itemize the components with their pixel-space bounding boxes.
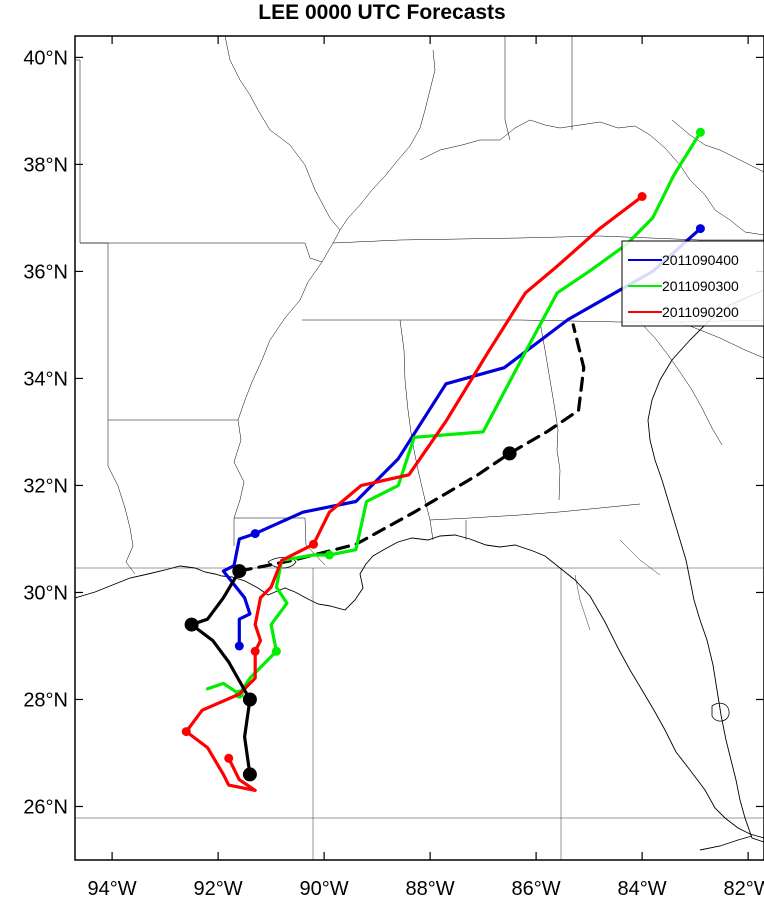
y-tick-label: 40°N xyxy=(23,47,68,69)
forecast-track-2011090200-marker xyxy=(309,539,318,549)
observed-track-dashed-marker xyxy=(502,446,517,461)
atlantic-coastline xyxy=(647,289,764,843)
forecast-track-2011090300-marker xyxy=(324,550,334,560)
y-tick-label: 34°N xyxy=(23,368,68,390)
gulf-coastline xyxy=(75,534,764,839)
x-tick-label: 90°W xyxy=(300,878,349,900)
forecast-track-2011090300-marker xyxy=(271,646,281,656)
forecast-track-2011090400-marker xyxy=(695,224,705,234)
lake-okeechobee xyxy=(711,702,730,722)
forecast-track-2011090200-marker xyxy=(224,753,234,763)
lake-pontchartrain xyxy=(267,557,297,569)
y-tick-label: 30°N xyxy=(23,582,68,604)
forecast-track-2011090400 xyxy=(221,227,702,648)
observed-track-marker xyxy=(242,692,257,707)
x-tick-label: 94°W xyxy=(88,878,137,900)
forecast-track-2011090400-marker xyxy=(234,641,244,651)
map-base xyxy=(75,36,764,860)
florida-keys xyxy=(699,835,753,851)
forecast-track-2011090200-marker xyxy=(637,192,647,201)
y-tick-label: 36°N xyxy=(23,261,68,283)
axis-ticks: 94°W 92°W 90°W 88°W 86°W 84°W 82°W 26°N 28°N 30°N… xyxy=(23,36,764,900)
y-tick-label: 38°N xyxy=(23,154,68,176)
forecast-tracks xyxy=(181,127,705,792)
y-tick-label: 28°N xyxy=(23,689,68,711)
observed-track-marker xyxy=(232,564,247,579)
observed-track-marker xyxy=(242,767,257,782)
x-tick-label: 82°W xyxy=(724,878,764,900)
legend-label: 2011090200 xyxy=(662,304,739,320)
y-tick-label: 32°N xyxy=(23,475,68,497)
plot-frame xyxy=(74,35,764,861)
forecast-track-2011090400-marker xyxy=(250,529,260,539)
forecast-track-2011090300-marker xyxy=(695,127,705,137)
observed-track-marker xyxy=(184,617,199,632)
legend: 2011090400 2011090300 2011090200 xyxy=(621,240,764,327)
forecast-track-2011090200-marker xyxy=(250,646,260,656)
x-tick-label: 84°W xyxy=(618,878,667,900)
forecast-track-2011090200-marker xyxy=(181,727,191,737)
legend-label: 2011090300 xyxy=(662,278,739,294)
x-tick-label: 92°W xyxy=(194,878,243,900)
observed-track xyxy=(190,569,252,776)
legend-label: 2011090400 xyxy=(662,252,739,268)
graticule xyxy=(75,567,764,860)
forecast-track-2011090200 xyxy=(184,194,644,792)
x-tick-label: 86°W xyxy=(512,878,561,900)
observed-track-dashed xyxy=(237,323,586,573)
x-tick-label: 88°W xyxy=(406,878,455,900)
y-tick-label: 26°N xyxy=(23,796,68,818)
chart-title: LEE 0000 UTC Forecasts xyxy=(258,1,506,24)
forecast-track-2011090300 xyxy=(205,130,702,696)
county-lines xyxy=(574,539,661,631)
